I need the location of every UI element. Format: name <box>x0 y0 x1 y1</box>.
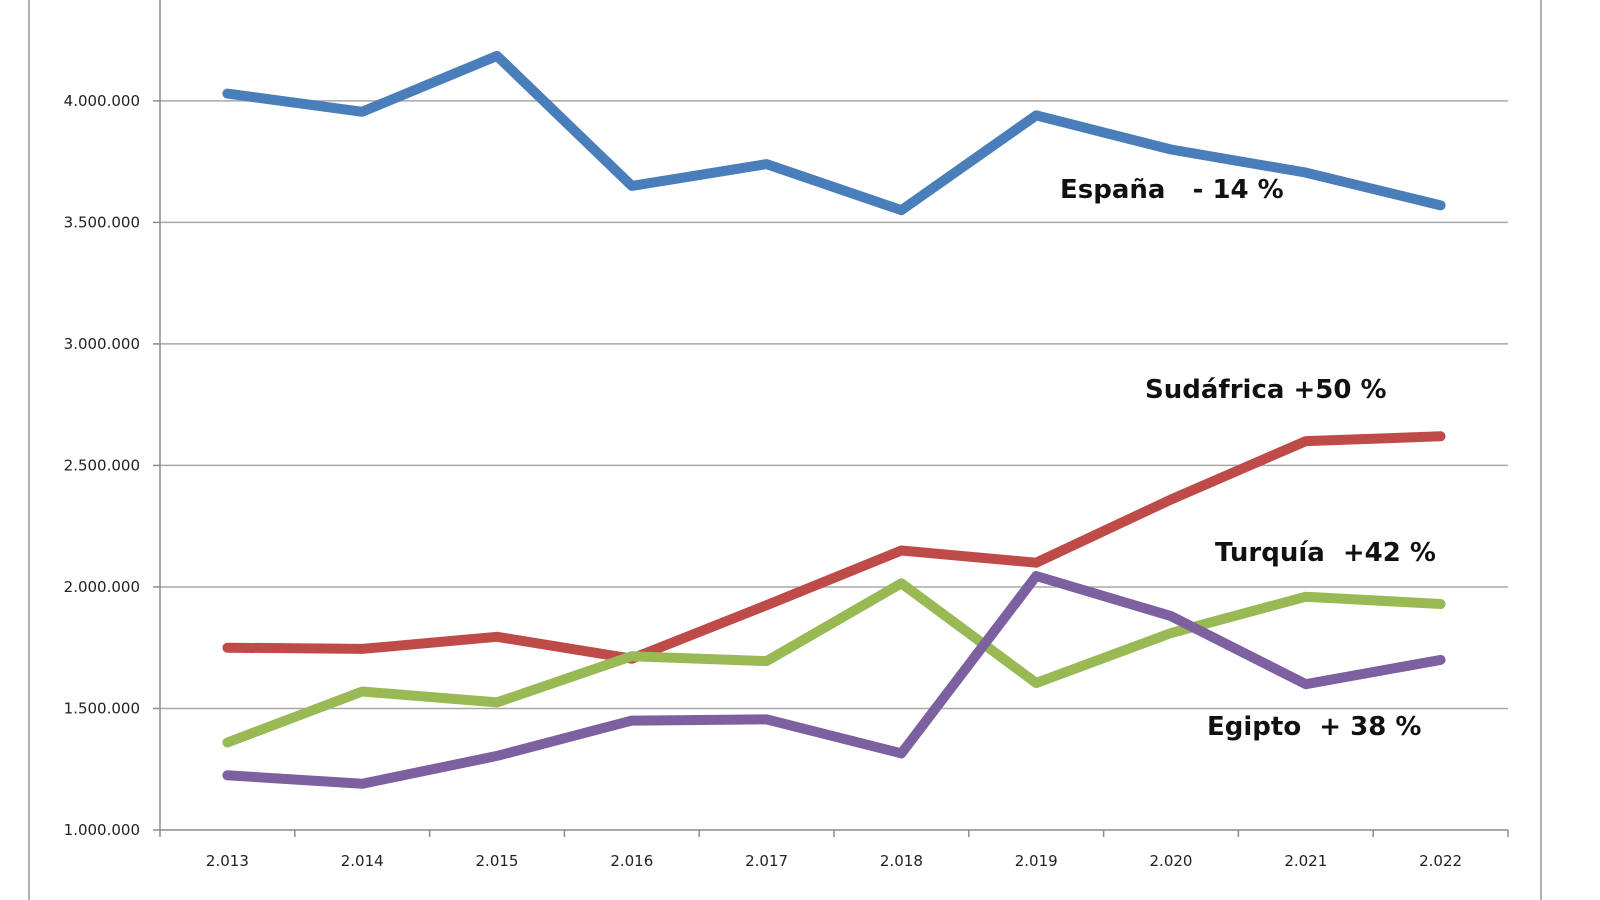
series-annotation: Sudáfrica +50 % <box>1145 375 1387 405</box>
x-tick-label: 2.014 <box>341 852 384 870</box>
series-annotation: Egipto + 38 % <box>1207 712 1421 742</box>
x-tick-label: 2.021 <box>1284 852 1327 870</box>
chart-border <box>28 0 1542 900</box>
axes: 1.000.000 1.500.000 2.000.000 2.500.000 3.00… <box>64 0 1509 870</box>
y-tick-label: 4.000.000 <box>64 92 140 110</box>
x-tick-label: 2.016 <box>610 852 653 870</box>
series-line-egipto <box>222 571 1446 789</box>
x-tick-label: 2.013 <box>206 852 249 870</box>
series-annotation: Turquía +42 % <box>1215 538 1436 568</box>
x-tick-label: 2.015 <box>476 852 519 870</box>
y-tick-label: 2.000.000 <box>64 578 140 596</box>
series-line-turquia <box>222 578 1446 748</box>
x-tick-label: 2.017 <box>745 852 788 870</box>
series-lines <box>222 50 1446 789</box>
x-tick-label: 2.018 <box>880 852 923 870</box>
series-line-espana <box>222 50 1446 216</box>
y-tick-label: 3.000.000 <box>64 335 140 353</box>
x-tick-label: 2.020 <box>1150 852 1193 870</box>
series-annotations: España - 14 % Sudáfrica +50 % Turquía +42 … <box>1060 175 1436 742</box>
x-tick-label: 2.022 <box>1419 852 1462 870</box>
y-tick-label: 3.500.000 <box>64 213 140 231</box>
y-tick-label: 1.000.000 <box>64 821 140 839</box>
series-line-sudafrica <box>222 431 1446 664</box>
y-tick-label: 1.500.000 <box>64 699 140 717</box>
y-tick-label: 2.500.000 <box>64 456 140 474</box>
series-annotation: España - 14 % <box>1060 175 1284 205</box>
x-tick-label: 2.019 <box>1015 852 1058 870</box>
